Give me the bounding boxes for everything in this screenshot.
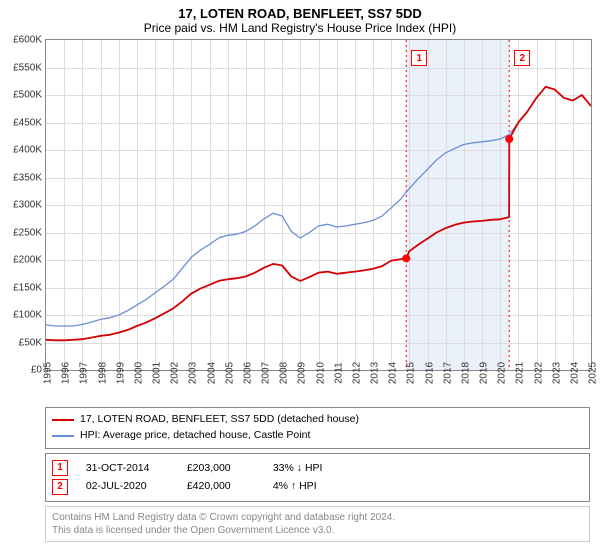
x-tick-label: 1996 <box>61 362 72 384</box>
marker-number-box: 2 <box>514 50 530 66</box>
x-tick-label: 2015 <box>406 362 417 384</box>
attribution-line: Contains HM Land Registry data © Crown c… <box>52 511 583 524</box>
x-tick-label: 2011 <box>333 362 344 384</box>
x-tick-label: 2017 <box>442 362 453 384</box>
legend-label: 17, LOTEN ROAD, BENFLEET, SS7 5DD (detac… <box>80 412 359 428</box>
legend: 17, LOTEN ROAD, BENFLEET, SS7 5DD (detac… <box>45 407 590 449</box>
x-tick-label: 2019 <box>479 362 490 384</box>
line-layer <box>46 40 591 370</box>
transaction-date: 31-OCT-2014 <box>86 459 181 478</box>
x-tick-label: 2007 <box>261 362 272 384</box>
x-tick-label: 2002 <box>170 362 181 384</box>
y-tick-label: £300K <box>13 200 42 211</box>
x-tick-label: 2021 <box>515 362 526 384</box>
legend-item: 17, LOTEN ROAD, BENFLEET, SS7 5DD (detac… <box>52 412 583 428</box>
y-tick-label: £200K <box>13 255 42 266</box>
series-price_paid <box>46 87 591 340</box>
x-tick-label: 2004 <box>206 362 217 384</box>
legend-item: HPI: Average price, detached house, Cast… <box>52 428 583 444</box>
y-tick-label: £600K <box>13 35 42 46</box>
attribution-line: This data is licensed under the Open Gov… <box>52 524 583 537</box>
x-axis-labels: 1995199619971998199920002001200220032004… <box>45 371 590 405</box>
y-tick-label: £350K <box>13 172 42 183</box>
legend-swatch <box>52 435 74 437</box>
legend-label: HPI: Average price, detached house, Cast… <box>80 428 310 444</box>
x-tick-label: 1997 <box>79 362 90 384</box>
transaction-marker: 2 <box>52 479 68 495</box>
marker-dot <box>402 254 410 262</box>
y-tick-label: £500K <box>13 90 42 101</box>
x-tick-label: 2020 <box>497 362 508 384</box>
plot-region: £0£50K£100K£150K£200K£250K£300K£350K£400… <box>45 39 592 371</box>
x-tick-label: 2003 <box>188 362 199 384</box>
transactions-table: 1 31-OCT-2014£203,00033% ↓ HPI2 02-JUL-2… <box>45 453 590 503</box>
transaction-delta: 4% ↑ HPI <box>273 477 368 496</box>
x-tick-label: 2024 <box>569 362 580 384</box>
x-tick-label: 2018 <box>460 362 471 384</box>
y-tick-label: £150K <box>13 282 42 293</box>
y-tick-label: £0 <box>31 365 42 376</box>
transaction-price: £420,000 <box>187 477 267 496</box>
marker-number-box: 1 <box>411 50 427 66</box>
x-tick-label: 2010 <box>315 362 326 384</box>
transaction-row: 1 31-OCT-2014 £203,000 33% ↓ HPI <box>52 459 583 478</box>
chart-area: £0£50K£100K£150K£200K£250K£300K£350K£400… <box>45 39 590 405</box>
x-tick-label: 2001 <box>152 362 163 384</box>
chart-title: 17, LOTEN ROAD, BENFLEET, SS7 5DD <box>0 0 600 21</box>
transaction-date: 02-JUL-2020 <box>86 477 181 496</box>
figure: 17, LOTEN ROAD, BENFLEET, SS7 5DD Price … <box>0 0 600 542</box>
x-tick-label: 2000 <box>133 362 144 384</box>
x-tick-label: 2006 <box>242 362 253 384</box>
x-tick-label: 1999 <box>115 362 126 384</box>
transaction-marker: 1 <box>52 460 68 476</box>
x-tick-label: 2008 <box>279 362 290 384</box>
chart-subtitle: Price paid vs. HM Land Registry's House … <box>0 21 600 39</box>
x-tick-label: 1995 <box>43 362 54 384</box>
transaction-price: £203,000 <box>187 459 267 478</box>
y-tick-label: £250K <box>13 227 42 238</box>
y-tick-label: £50K <box>19 337 42 348</box>
y-tick-label: £450K <box>13 117 42 128</box>
attribution: Contains HM Land Registry data © Crown c… <box>45 506 590 542</box>
y-tick-label: £400K <box>13 145 42 156</box>
y-tick-label: £100K <box>13 310 42 321</box>
x-tick-label: 2009 <box>297 362 308 384</box>
transaction-row: 2 02-JUL-2020 £420,000 4% ↑ HPI <box>52 477 583 496</box>
y-tick-label: £550K <box>13 62 42 73</box>
x-tick-label: 2023 <box>551 362 562 384</box>
x-tick-label: 1998 <box>97 362 108 384</box>
legend-swatch <box>52 419 74 421</box>
x-tick-label: 2022 <box>533 362 544 384</box>
x-tick-label: 2005 <box>224 362 235 384</box>
transaction-delta: 33% ↓ HPI <box>273 459 368 478</box>
x-tick-label: 2014 <box>388 362 399 384</box>
x-tick-label: 2016 <box>424 362 435 384</box>
x-tick-label: 2025 <box>588 362 599 384</box>
x-tick-label: 2013 <box>370 362 381 384</box>
marker-dot <box>505 135 513 143</box>
x-tick-label: 2012 <box>351 362 362 384</box>
